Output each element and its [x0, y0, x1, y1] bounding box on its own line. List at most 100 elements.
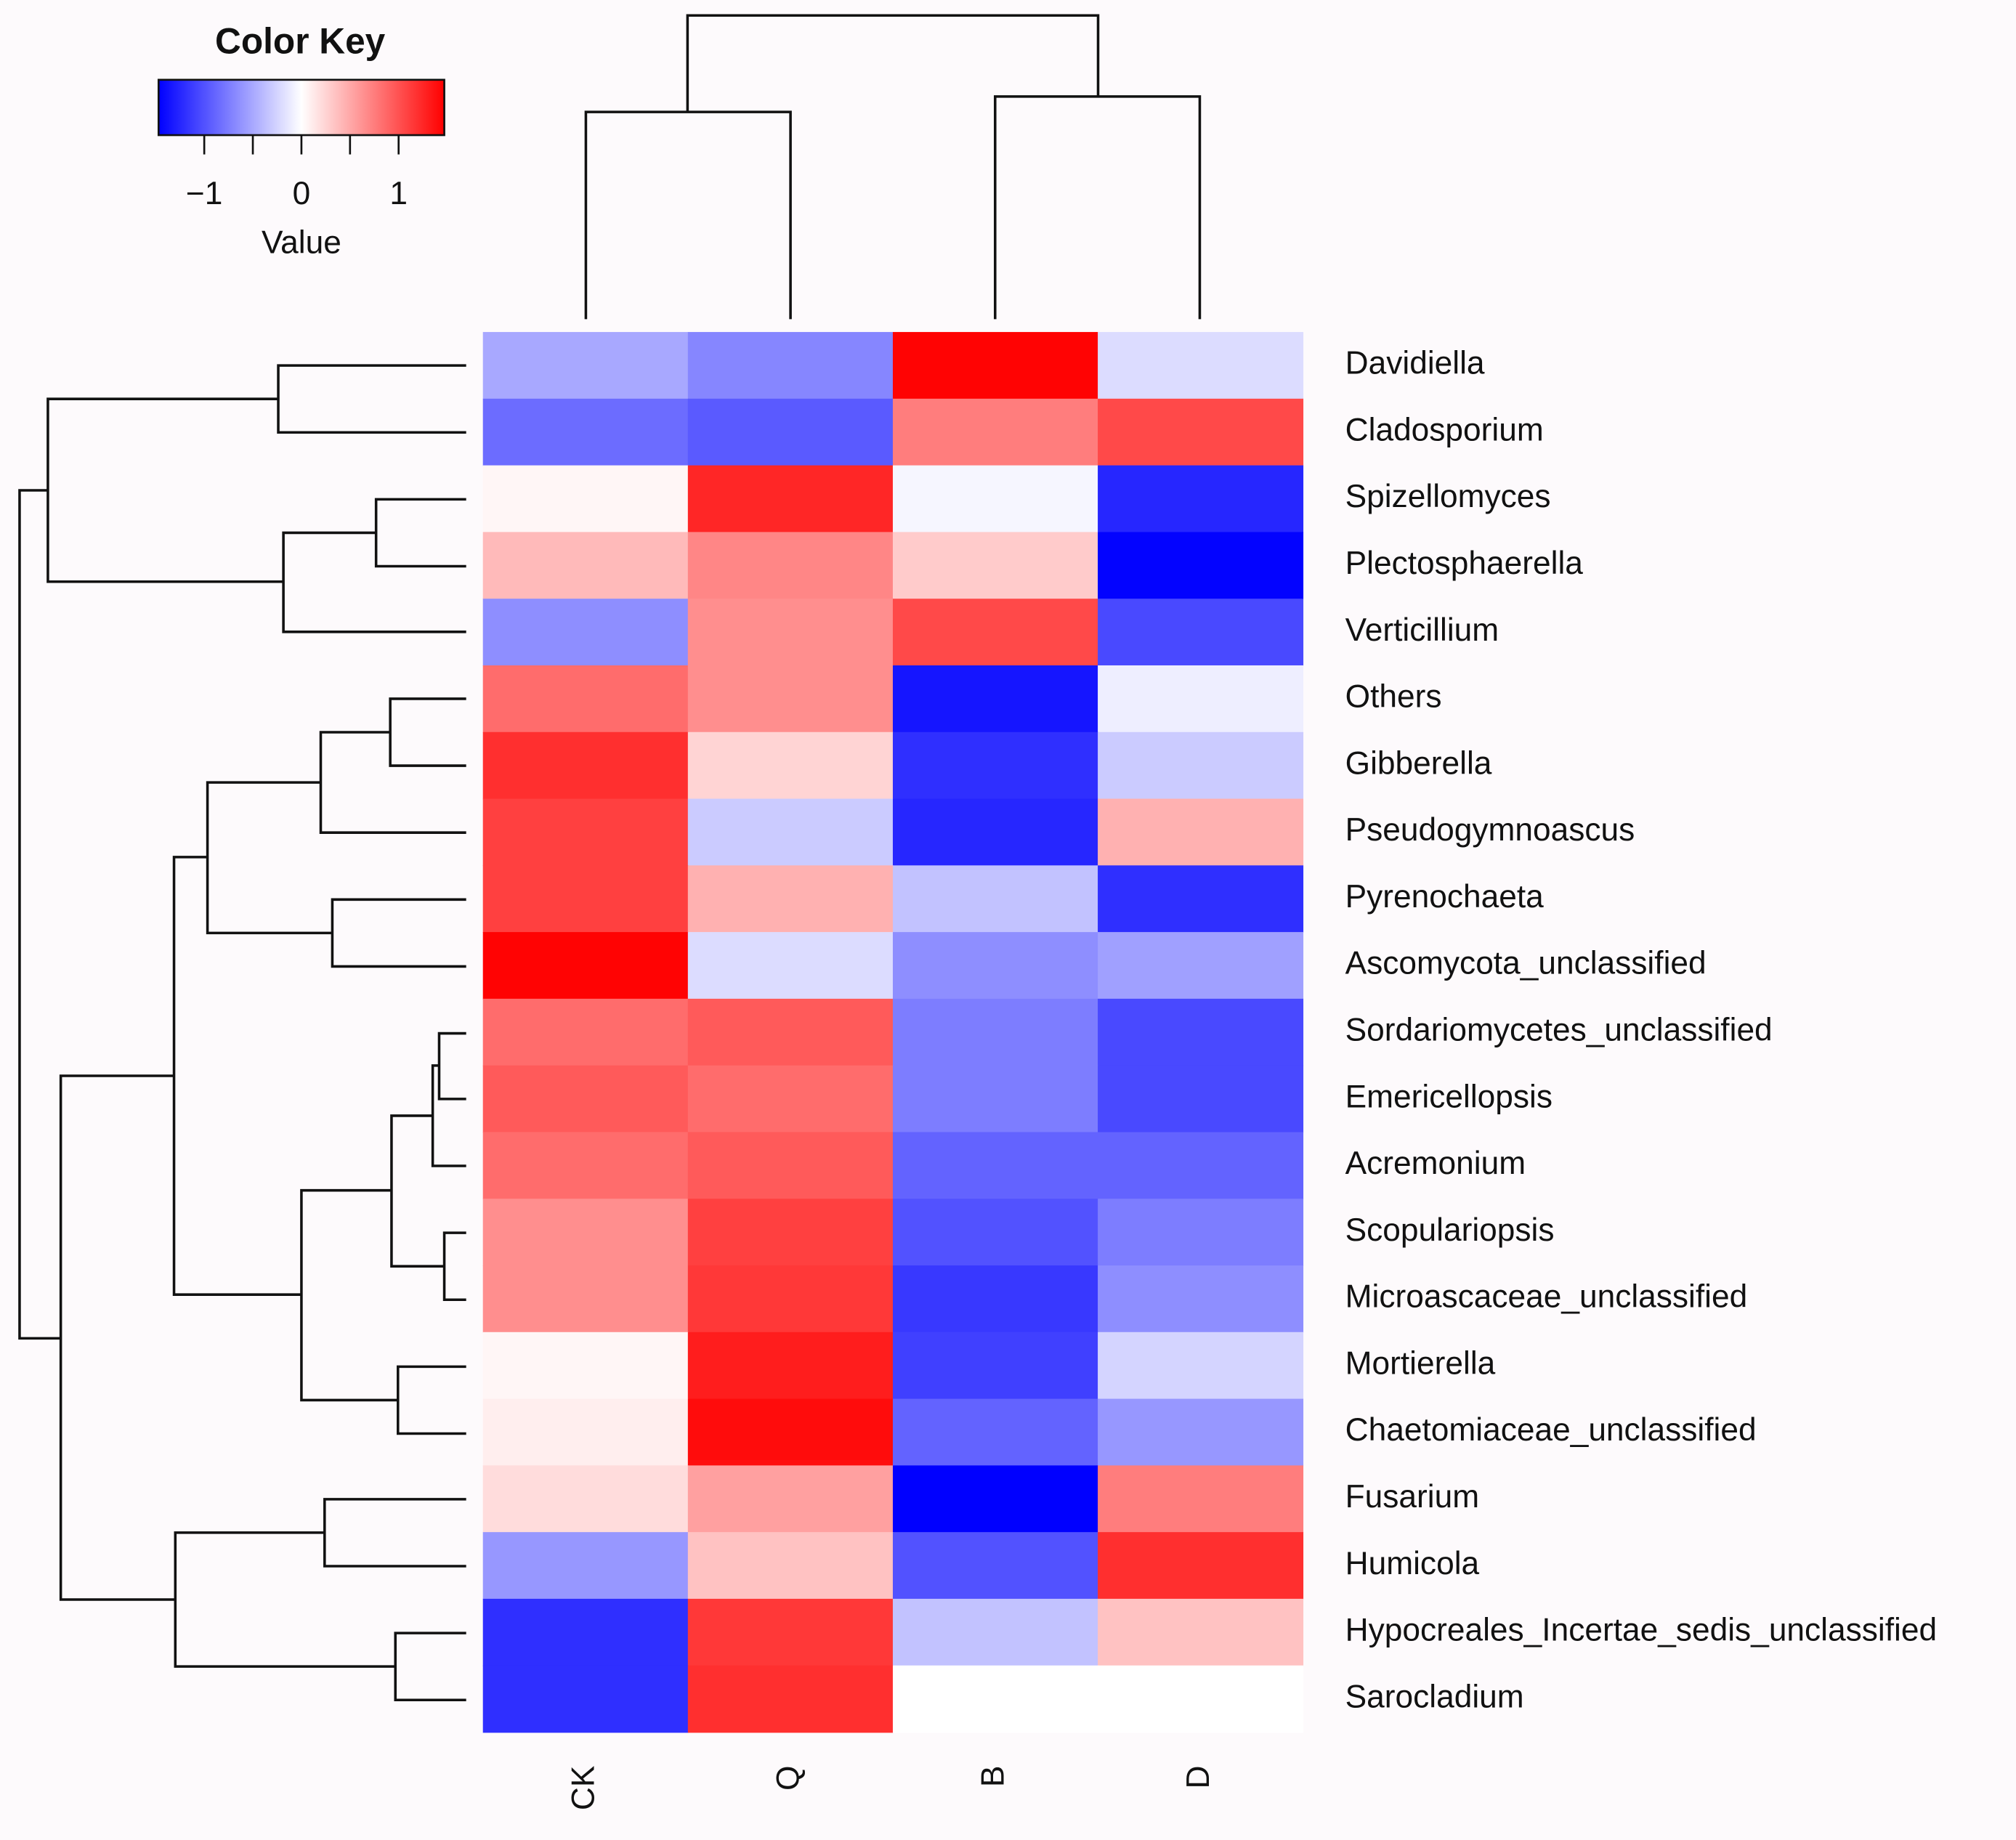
heatmap-cell — [1098, 865, 1304, 933]
row-label: Hypocreales_Incertae_sedis_unclassified — [1345, 1613, 1937, 1648]
heatmap-cell — [1098, 932, 1304, 1000]
row-label: Chaetomiaceae_unclassified — [1345, 1412, 1757, 1448]
heatmap-cell — [482, 932, 689, 1000]
heatmap-cell — [1098, 1598, 1304, 1666]
heatmap-cell — [892, 1265, 1098, 1333]
row-label: Fusarium — [1345, 1479, 1479, 1515]
heatmap-cell — [482, 998, 689, 1066]
color-key-bar — [157, 78, 445, 137]
heatmap-cell — [1098, 1199, 1304, 1266]
color-key-title: Color Key — [215, 20, 386, 61]
heatmap-cell — [687, 932, 894, 1000]
heatmap-cell — [1098, 1465, 1304, 1533]
heatmap-cell — [1098, 798, 1304, 867]
heatmap-cell — [687, 1465, 894, 1533]
heatmap-cell — [892, 332, 1098, 400]
row-label: Ascomycota_unclassified — [1345, 946, 1707, 981]
row-label: Emericellopsis — [1345, 1079, 1553, 1114]
heatmap-cell — [687, 1665, 894, 1733]
heatmap-cell — [482, 1332, 689, 1400]
row-label: Sarocladium — [1345, 1679, 1524, 1714]
column-dendrogram — [584, 14, 1202, 320]
row-dendrogram — [18, 364, 466, 1701]
heatmap-cell — [482, 731, 689, 800]
heatmap-cell — [1098, 998, 1304, 1066]
heatmap-cell — [892, 1132, 1098, 1200]
row-label: Acremonium — [1345, 1146, 1526, 1181]
heatmap-cell — [892, 599, 1098, 666]
row-label: Spizellomyces — [1345, 479, 1551, 514]
heatmap-cell — [1098, 1132, 1304, 1200]
heatmap-cell — [892, 865, 1098, 933]
heatmap-cell — [482, 1132, 689, 1200]
heatmap-cell — [482, 1465, 689, 1533]
heatmap-cell — [1098, 1398, 1304, 1467]
heatmap-cell — [892, 998, 1098, 1066]
heatmap-cell — [482, 1199, 689, 1266]
column-label: CK — [565, 1765, 601, 1810]
heatmap-cell — [687, 1199, 894, 1266]
heatmap-cell — [892, 1332, 1098, 1400]
heatmap-cell — [892, 798, 1098, 867]
row-label: Davidiella — [1345, 346, 1485, 381]
heatmap-cell — [687, 1132, 894, 1200]
heatmap-cell — [1098, 465, 1304, 533]
heatmap-cell — [687, 599, 894, 666]
heatmap-cell — [1098, 731, 1304, 800]
heatmap-cell — [892, 1532, 1098, 1600]
heatmap-cell — [1098, 1265, 1304, 1333]
heatmap-cell — [687, 1065, 894, 1133]
heatmap-cell — [1098, 665, 1304, 733]
heatmap-cell — [1098, 398, 1304, 466]
heatmap-cell — [892, 1065, 1098, 1133]
color-key-label: Value — [262, 224, 341, 260]
heatmap-cell — [687, 865, 894, 933]
heatmap-cell — [482, 532, 689, 600]
heatmap-cell — [687, 398, 894, 466]
heatmap-cell — [892, 1598, 1098, 1666]
heatmap-cell — [482, 1398, 689, 1467]
heatmap-cell — [482, 1532, 689, 1600]
row-label: Pseudogymnoascus — [1345, 812, 1635, 848]
heatmap-cell — [482, 332, 689, 400]
row-label: Microascaceae_unclassified — [1345, 1279, 1748, 1315]
column-label: Q — [771, 1766, 806, 1791]
row-label: Mortierella — [1345, 1345, 1496, 1381]
heatmap-cell — [892, 1398, 1098, 1467]
row-label: Sordariomycetes_unclassified — [1345, 1012, 1773, 1047]
heatmap-cell — [482, 865, 689, 933]
heatmap-cell — [892, 665, 1098, 733]
row-label: Gibberella — [1345, 745, 1492, 781]
key-tick-label: 0 — [293, 176, 311, 211]
heatmap-cell — [482, 1598, 689, 1666]
heatmap-cell — [687, 1598, 894, 1666]
heatmap-cell — [482, 599, 689, 666]
heatmap-cell — [687, 998, 894, 1066]
heatmap-cell — [687, 465, 894, 533]
heatmap-cell — [1098, 1332, 1304, 1400]
heatmap-cell — [687, 665, 894, 733]
row-label: Verticillium — [1345, 612, 1499, 648]
key-tick-label: −1 — [186, 176, 222, 211]
heatmap-cell — [482, 1665, 689, 1733]
heatmap-cell — [892, 1665, 1098, 1733]
heatmap-cell — [482, 798, 689, 867]
row-label: Humicola — [1345, 1546, 1480, 1581]
heatmap-cell — [1098, 532, 1304, 600]
heatmap-cell — [687, 332, 894, 400]
column-label: D — [1181, 1766, 1216, 1789]
heatmap-cell — [687, 731, 894, 800]
heatmap-cell — [892, 731, 1098, 800]
key-tick-label: 1 — [389, 176, 408, 211]
row-label: Plectosphaerella — [1345, 546, 1584, 581]
row-label: Others — [1345, 679, 1442, 715]
heatmap-cell — [892, 398, 1098, 466]
heatmap-cell — [892, 465, 1098, 533]
heatmap-cell — [687, 1332, 894, 1400]
heatmap-cell — [1098, 1065, 1304, 1133]
heatmap-cell — [1098, 599, 1304, 666]
heatmap-cell — [482, 398, 689, 466]
heatmap-cell — [687, 1265, 894, 1333]
heatmap-cell — [1098, 1532, 1304, 1600]
